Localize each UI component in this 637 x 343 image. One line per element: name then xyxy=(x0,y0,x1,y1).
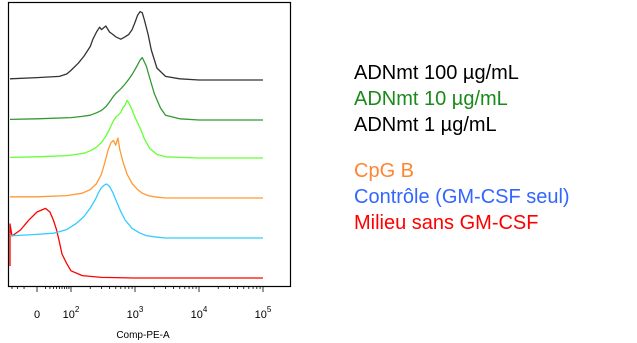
x-axis-label: Comp-PE-A xyxy=(116,330,170,341)
legend-item-adnmt-1: ADNmt 1 µg/mL xyxy=(354,114,497,136)
histogram-series-5 xyxy=(9,10,263,81)
legend: ADNmt 100 µg/mL ADNmt 10 µg/mL ADNmt 1 µ… xyxy=(354,60,637,236)
x-tick-label-1: 102 xyxy=(63,305,80,321)
x-tick-label-0: 0 xyxy=(34,309,40,321)
histogram-series-0 xyxy=(9,207,263,279)
x-tick-label-2: 103 xyxy=(127,305,144,321)
x-axis-tick-labels: 0 102 103 104 105 xyxy=(34,305,272,321)
legend-item-adnmt-10: ADNmt 10 µg/mL xyxy=(354,88,508,110)
x-axis-ticks xyxy=(11,286,264,292)
x-tick-label-3: 104 xyxy=(191,305,208,321)
histogram-series-3 xyxy=(9,99,263,159)
legend-item-controle: Contrôle (GM-CSF seul) xyxy=(354,186,570,208)
x-tick-label-4: 105 xyxy=(255,305,272,321)
legend-spacer xyxy=(354,138,637,158)
histogram-series-2 xyxy=(10,137,263,199)
histogram-series-4 xyxy=(9,56,263,121)
histogram-series-layer xyxy=(9,10,263,279)
legend-item-adnmt-100: ADNmt 100 µg/mL xyxy=(354,62,519,84)
legend-item-cpg-b: CpG B xyxy=(354,160,415,182)
legend-item-milieu-sans-gm-csf: Milieu sans GM-CSF xyxy=(354,212,539,234)
plot-frame xyxy=(7,1,292,288)
histogram-series-1 xyxy=(10,183,263,239)
